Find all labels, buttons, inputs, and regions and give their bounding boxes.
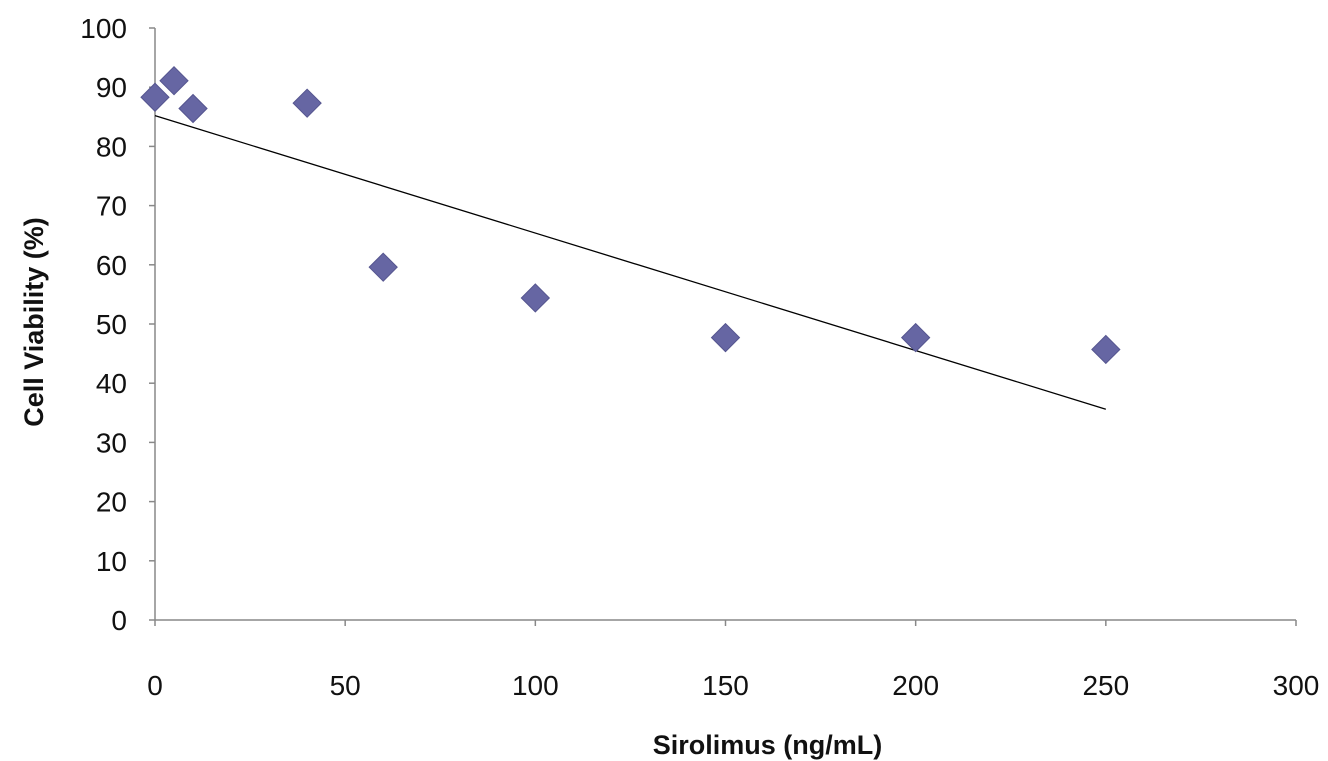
y-tick-label: 80	[96, 131, 127, 162]
data-point	[520, 283, 551, 313]
y-tick-label: 30	[96, 427, 127, 458]
x-axis-ticks: 0 50 100 150 200 250 300	[147, 620, 1319, 701]
y-tick-label: 100	[80, 13, 127, 44]
y-axis-title: Cell Viability (%)	[19, 217, 49, 427]
data-point	[1091, 334, 1121, 365]
y-tick-label: 10	[96, 546, 127, 577]
data-point	[710, 322, 741, 353]
trendline-group	[154, 114, 1107, 410]
data-point	[292, 88, 322, 118]
x-tick-label: 300	[1273, 670, 1320, 701]
data-point	[900, 322, 931, 353]
y-tick-label: 90	[96, 72, 127, 103]
data-points	[140, 65, 1121, 365]
x-tick-label: 100	[512, 670, 559, 701]
data-point	[140, 82, 170, 112]
y-tick-label: 20	[96, 487, 127, 518]
y-tick-label: 40	[96, 368, 127, 399]
trendline	[154, 114, 1107, 410]
x-tick-label: 200	[892, 670, 939, 701]
x-tick-label: 250	[1082, 670, 1129, 701]
y-axis-ticks: 0 10 20 30 40 50 60 70 80 90 100	[80, 13, 155, 636]
y-tick-label: 50	[96, 309, 127, 340]
y-tick-label: 0	[111, 605, 127, 636]
x-axis-title: Sirolimus (ng/mL)	[653, 730, 883, 760]
x-tick-label: 50	[330, 670, 361, 701]
data-point	[368, 252, 398, 282]
y-tick-label: 60	[96, 250, 127, 281]
y-tick-label: 70	[96, 191, 127, 222]
data-point	[178, 93, 208, 124]
x-tick-label: 150	[702, 670, 749, 701]
data-point	[159, 65, 189, 96]
x-tick-label: 0	[147, 670, 163, 701]
